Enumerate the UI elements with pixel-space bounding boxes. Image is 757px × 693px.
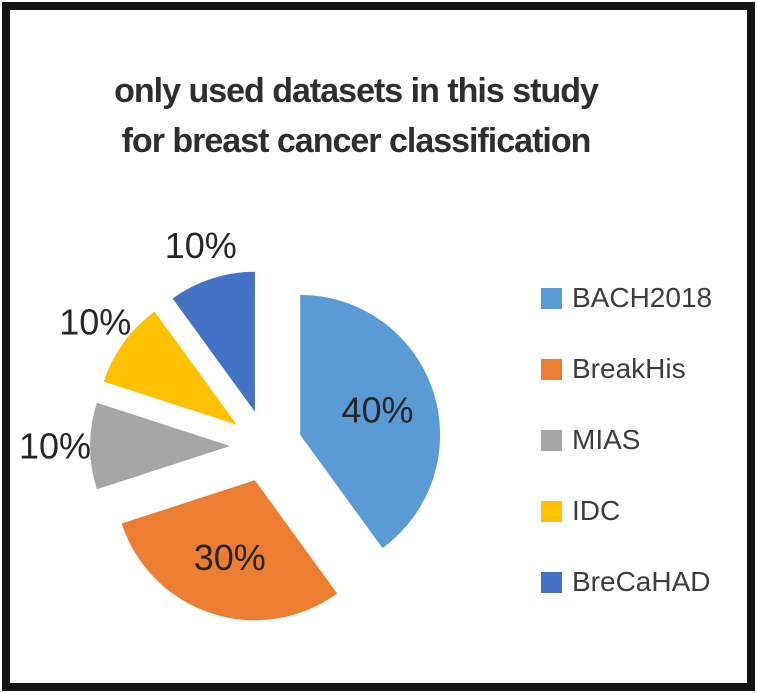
legend-label: BreCaHAD xyxy=(572,566,711,597)
legend: BACH2018 BreakHis MIAS IDC BreCaHAD xyxy=(541,282,713,597)
legend-item-bach2018: BACH2018 xyxy=(541,282,713,313)
pie-slice-idc xyxy=(103,311,237,425)
pie-slice-bach2018 xyxy=(300,294,441,549)
chart-title-line-2: for breast cancer classification xyxy=(121,122,592,160)
legend-swatch-icon xyxy=(541,287,562,309)
pie-slice-mias xyxy=(90,402,231,490)
slice-label-brecahad: 10% xyxy=(165,225,237,266)
slice-label-idc: 10% xyxy=(59,302,131,343)
chart-title: only used datasets in this study for bre… xyxy=(0,66,712,166)
legend-label: BreakHis xyxy=(572,353,686,384)
slice-label-bach2018: 40% xyxy=(341,389,413,430)
pie-slice-brecahad xyxy=(172,271,255,412)
chart-title-line-1: only used datasets in this study xyxy=(114,72,599,110)
legend-swatch-icon xyxy=(541,500,562,522)
legend-label: BACH2018 xyxy=(572,282,713,313)
legend-item-mias: MIAS xyxy=(541,424,712,455)
legend-swatch-icon xyxy=(541,429,562,451)
legend-item-breakhis: BreakHis xyxy=(541,353,712,384)
slice-label-breakhis: 30% xyxy=(194,537,266,578)
legend-item-idc: IDC xyxy=(541,495,712,526)
slice-label-mias: 10% xyxy=(19,426,91,467)
pie-slice-breakhis xyxy=(121,480,338,621)
legend-swatch-icon xyxy=(541,358,562,380)
legend-label: IDC xyxy=(572,495,621,526)
legend-swatch-icon xyxy=(541,571,562,593)
legend-item-brecahad: BreCaHAD xyxy=(541,566,712,597)
legend-label: MIAS xyxy=(572,424,641,455)
